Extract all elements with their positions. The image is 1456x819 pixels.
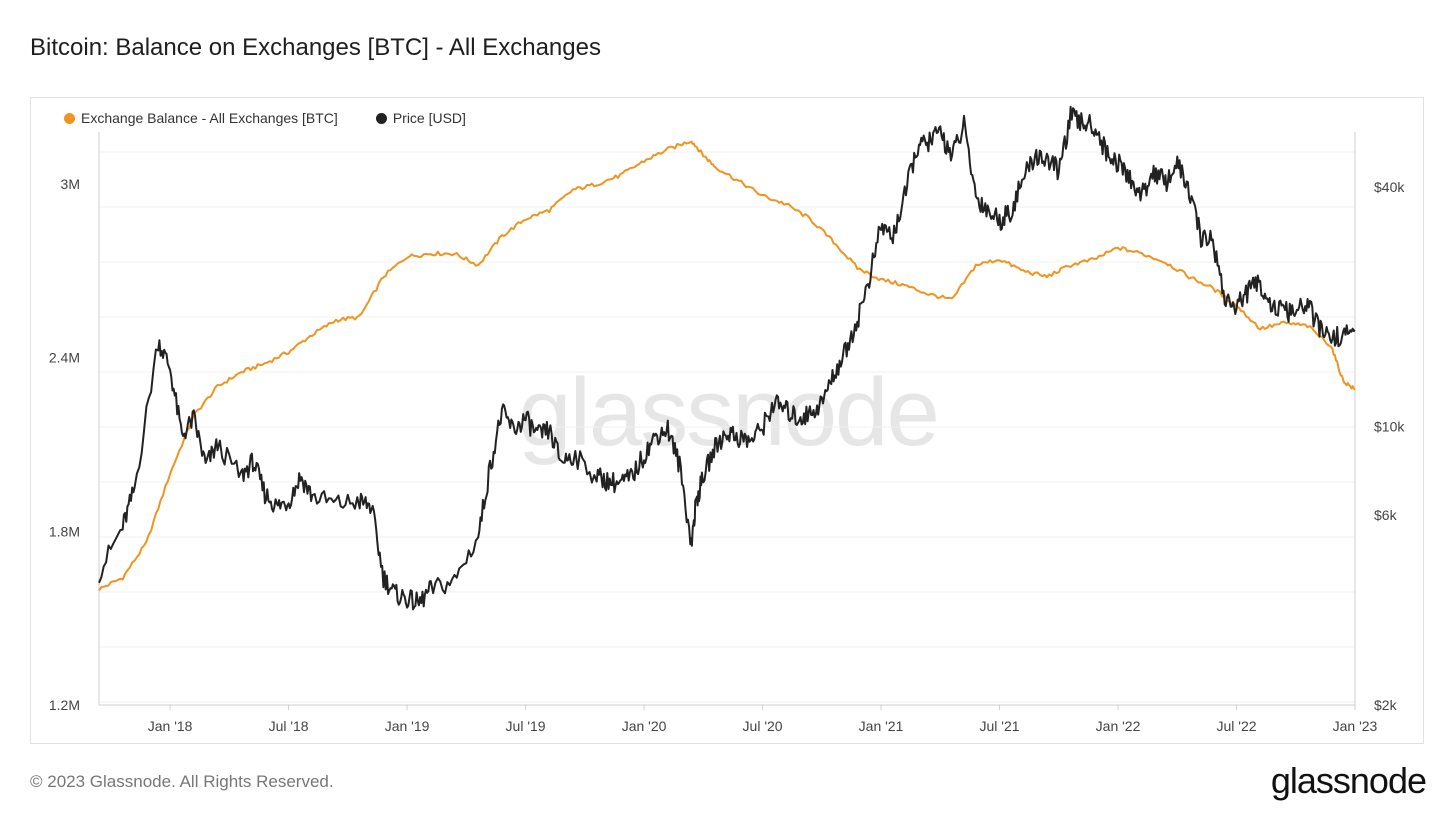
x-tick-label: Jul '19 — [506, 718, 546, 734]
axes: 1.2M 1.8M 2.4M 3M $2k $6k $10k $40k Jan '18 Jul '… — [49, 132, 1405, 734]
legend-label-price: Price [USD] — [392, 110, 466, 126]
left-tick-label: 3M — [61, 176, 80, 192]
copyright-footer: © 2023 Glassnode. All Rights Reserved. — [30, 772, 334, 791]
watermark: glassnode — [518, 359, 938, 466]
x-tick-label: Jan '22 — [1096, 718, 1141, 734]
left-tick-label: 1.2M — [49, 697, 80, 713]
legend-dot-balance — [64, 112, 75, 124]
legend-item-price[interactable]: Price [USD] — [375, 110, 466, 126]
legend-dot-price — [375, 112, 387, 124]
right-tick-label: $40k — [1374, 179, 1405, 195]
legend-label-balance: Exchange Balance - All Exchanges [BTC] — [81, 110, 338, 126]
price-series-line — [98, 105, 1356, 611]
chart-panel — [30, 97, 1424, 744]
exchange-balance-series-line — [98, 140, 1356, 592]
x-tick-label: Jul '20 — [743, 718, 783, 734]
chart-legend: Exchange Balance - All Exchanges [BTC] P… — [64, 110, 466, 126]
left-tick-label: 1.8M — [49, 523, 80, 539]
x-tick-label: Jul '21 — [980, 718, 1020, 734]
x-tick-label: Jul '18 — [269, 718, 309, 734]
grid-lines — [99, 151, 1355, 703]
x-tick-label: Jul '22 — [1216, 718, 1256, 734]
right-tick-label: $2k — [1374, 697, 1398, 713]
x-tick-label: Jan '20 — [622, 718, 667, 734]
x-tick-label: Jan '18 — [148, 718, 193, 734]
legend-item-balance[interactable]: Exchange Balance - All Exchanges [BTC] — [64, 110, 338, 126]
right-tick-label: $10k — [1374, 419, 1405, 435]
series-layer — [98, 105, 1356, 611]
right-tick-label: $6k — [1374, 507, 1398, 523]
x-tick-label: Jan '19 — [385, 718, 430, 734]
glassnode-logo[interactable]: glassnode — [1270, 760, 1427, 801]
x-tick-label: Jan '23 — [1333, 718, 1378, 734]
chart-title: Bitcoin: Balance on Exchanges [BTC] - Al… — [30, 34, 601, 61]
x-tick-label: Jan '21 — [859, 718, 904, 734]
left-tick-label: 2.4M — [49, 350, 80, 366]
